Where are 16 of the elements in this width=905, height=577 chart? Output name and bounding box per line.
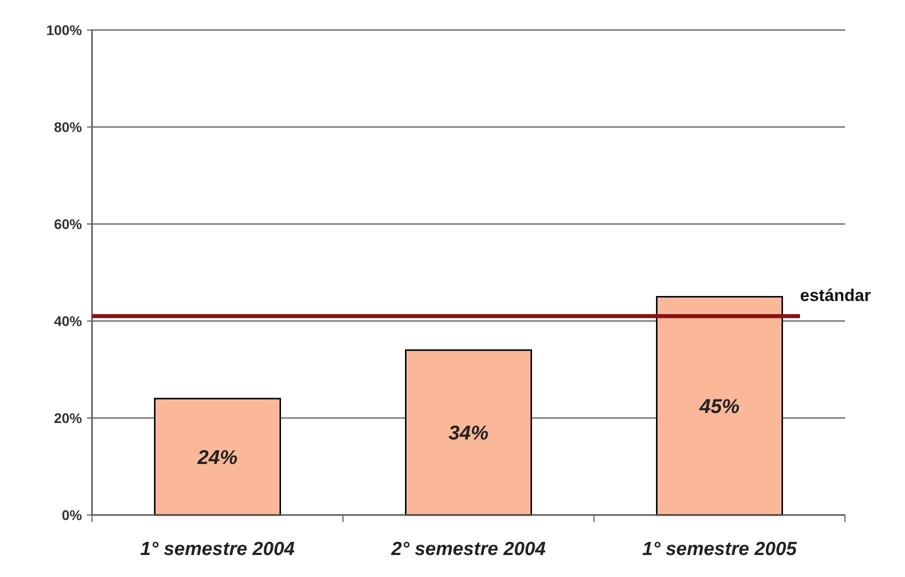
y-tick-label: 20% <box>54 410 83 426</box>
ref-line-label: estándar <box>800 286 872 306</box>
data-label: 45% <box>698 396 740 418</box>
y-tick-label: 60% <box>54 216 83 232</box>
y-tick-label: 0% <box>62 507 83 523</box>
bar <box>656 296 783 516</box>
y-tick-label: 80% <box>54 119 83 135</box>
y-tick-label: 100% <box>46 22 83 38</box>
bar <box>405 349 532 516</box>
x-tick-label: 2° semestre 2004 <box>390 539 546 560</box>
x-tick-label: 1° semestre 2004 <box>140 539 296 560</box>
x-tick-label: 1° semestre 2005 <box>642 539 798 560</box>
data-label: 24% <box>196 446 238 469</box>
bar <box>154 398 281 516</box>
data-label: 34% <box>448 422 489 445</box>
y-tick-label: 40% <box>54 313 83 329</box>
